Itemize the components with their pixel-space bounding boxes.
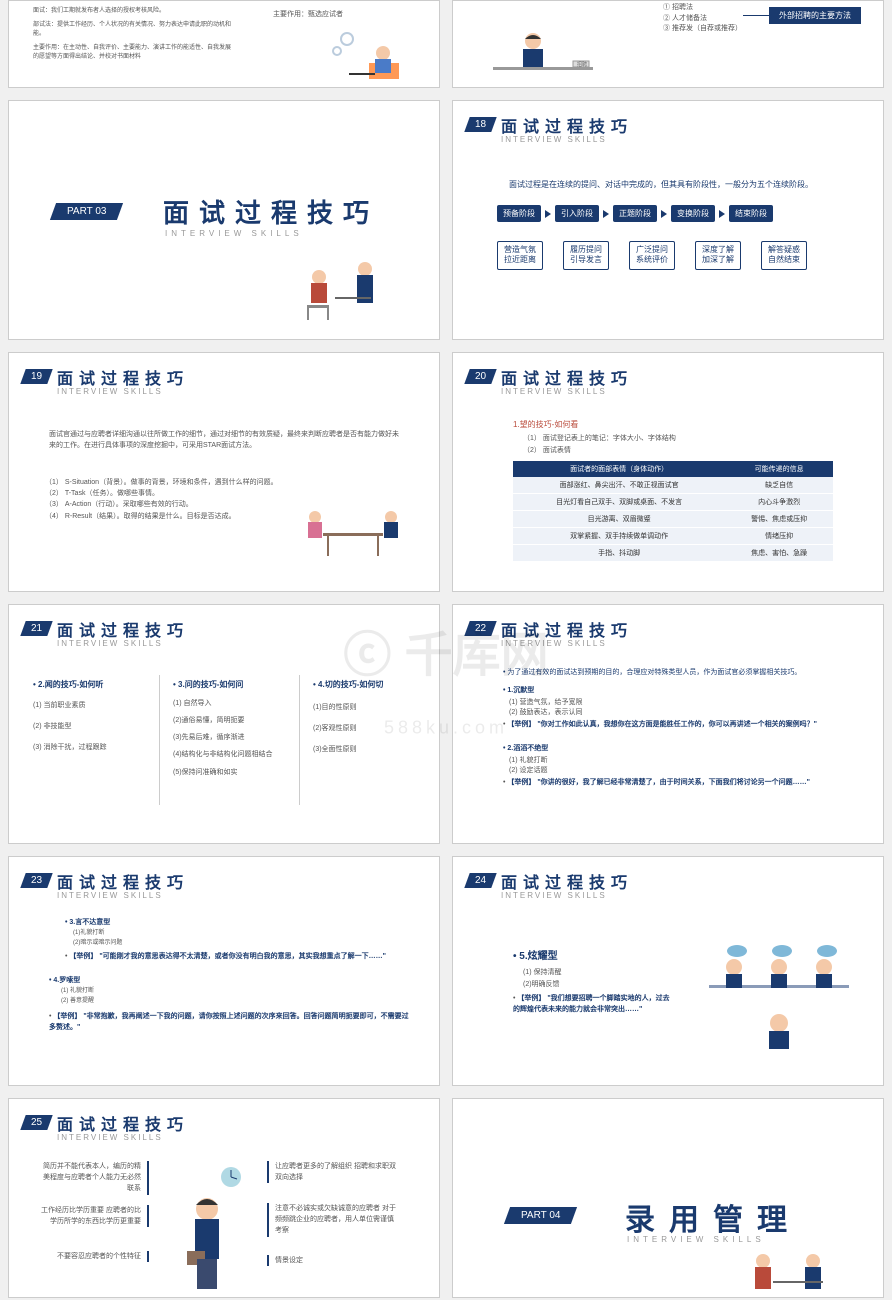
slide-25: 25 面试过程技巧 INTERVIEW SKILLS 简历并不能代表本人，编历的… — [8, 1098, 440, 1298]
hiring-scene-icon — [733, 1247, 853, 1297]
slide-19: 19 面试过程技巧 INTERVIEW SKILLS 面试官通过与应聘者详细沟通… — [8, 352, 440, 592]
slide-22: 22 面试过程技巧 INTERVIEW SKILLS • 为了通过有效的面试达到… — [452, 604, 884, 844]
interview-pair-icon — [289, 251, 399, 321]
part-badge: PART 03 — [50, 203, 124, 220]
part-sub: INTERVIEW SKILLS — [165, 229, 303, 238]
table-interview-icon — [293, 491, 413, 561]
slide-21: 21 面试过程技巧 INTERVIEW SKILLS • 2.闻的技巧-如何听 … — [8, 604, 440, 844]
slide-18: 18 面试过程技巧 INTERVIEW SKILLS 面试过程是在连续的提问、对… — [452, 100, 884, 340]
slide-partial-right: ① 招聘法 ② 人才储备法 ③ 推荐发（自荐或推荐） 外部招聘的主要方法 招聘 — [452, 0, 884, 88]
interviewer-desk-icon: 招聘 — [483, 25, 603, 85]
briefcase-man-icon — [167, 1163, 257, 1293]
slide-part04: PART 04 录用管理 INTERVIEW SKILLS — [452, 1098, 884, 1298]
stage-pill: 预备阶段 — [497, 205, 541, 222]
svg-text:招聘: 招聘 — [577, 61, 587, 68]
slide-23: 23 面试过程技巧 INTERVIEW SKILLS • 3.言不达意型 (1)… — [8, 856, 440, 1086]
laptop-person-icon — [319, 23, 409, 83]
slide-partial-left: 面试：我们工期就发布者人选择的授权考核风险。 部试法：提供工作经历、个人状况的有… — [8, 0, 440, 88]
part-title: 面试过程技巧 — [163, 193, 379, 230]
slide-20: 20 面试过程技巧 INTERVIEW SKILLS 1.望的技巧-如何看 （1… — [452, 352, 884, 592]
part-badge: PART 04 — [504, 1207, 578, 1224]
slide-24: 24 面试过程技巧 INTERVIEW SKILLS • 5.炫耀型 (1) 保… — [452, 856, 884, 1086]
panel-interview-icon — [689, 931, 869, 1051]
expression-table: 面试者的面部表情（身体动作）可能传递的信息 面部涨红、鼻尖出汗、不敢正视面试官缺… — [513, 461, 833, 562]
slide-part03: PART 03 面试过程技巧 INTERVIEW SKILLS — [8, 100, 440, 340]
